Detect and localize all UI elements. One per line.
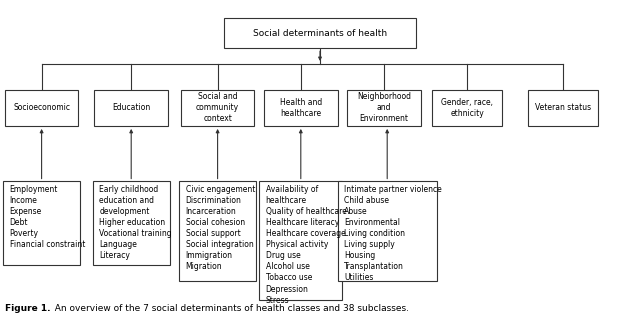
Text: Neighborhood
and
Environment: Neighborhood and Environment <box>357 92 411 123</box>
Text: Education: Education <box>112 103 150 112</box>
Text: Socioeconomic: Socioeconomic <box>13 103 70 112</box>
Bar <box>347 90 421 126</box>
Bar <box>432 90 502 126</box>
Text: Employment
Income
Expense
Debt
Poverty
Financial constraint: Employment Income Expense Debt Poverty F… <box>10 184 85 249</box>
Text: An overview of the 7 social determinants of health classes and 38 subclasses.: An overview of the 7 social determinants… <box>49 304 409 313</box>
Bar <box>264 90 338 126</box>
Text: Gender, race,
ethnicity: Gender, race, ethnicity <box>441 98 493 118</box>
Bar <box>3 181 80 266</box>
Text: Health and
healthcare: Health and healthcare <box>280 98 322 118</box>
Text: Veteran status: Veteran status <box>535 103 591 112</box>
Bar <box>181 90 255 126</box>
Text: Intimate partner violence
Child abuse
Abuse
Environmental
Living condition
Livin: Intimate partner violence Child abuse Ab… <box>344 184 442 282</box>
Bar <box>93 181 170 266</box>
Bar <box>179 181 256 281</box>
Text: Social and
community
context: Social and community context <box>196 92 239 123</box>
Bar <box>95 90 168 126</box>
Bar <box>338 181 436 281</box>
Bar <box>259 181 342 301</box>
Bar <box>528 90 598 126</box>
Text: Social determinants of health: Social determinants of health <box>253 29 387 38</box>
Text: Early childhood
education and
development
Higher education
Vocational training
L: Early childhood education and developmen… <box>99 184 172 260</box>
Text: Availability of
healthcare
Quality of healthcare
Healthcare literacy
Healthcare : Availability of healthcare Quality of he… <box>266 184 346 305</box>
Bar <box>224 18 416 48</box>
Text: Civic engagement
Discrimination
Incarceration
Social cohesion
Social support
Soc: Civic engagement Discrimination Incarcer… <box>186 184 255 271</box>
Text: Figure 1.: Figure 1. <box>5 304 51 313</box>
Bar <box>5 90 78 126</box>
